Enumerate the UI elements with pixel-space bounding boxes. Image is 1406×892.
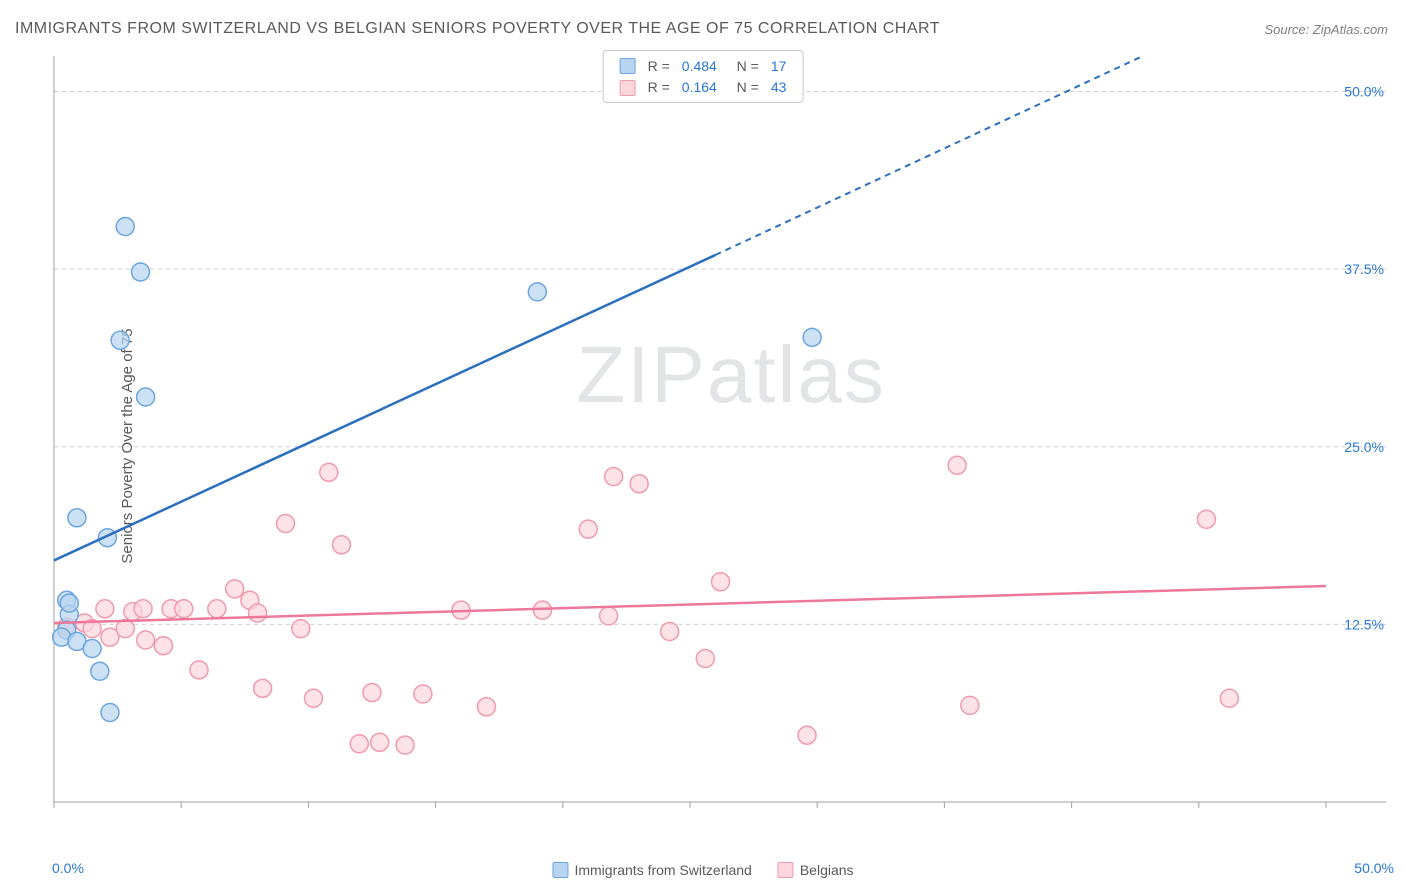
stats-legend: R = 0.484 N = 17 R = 0.164 N = 43 <box>603 50 804 103</box>
x-axis-min-label: 0.0% <box>52 860 84 876</box>
source-attribution: Source: ZipAtlas.com <box>1264 22 1388 37</box>
swatch-blue-icon <box>552 862 568 878</box>
legend-item-series1: Immigrants from Switzerland <box>552 862 751 878</box>
chart-title: IMMIGRANTS FROM SWITZERLAND VS BELGIAN S… <box>15 20 940 38</box>
stats-row-series2: R = 0.164 N = 43 <box>614 76 793 97</box>
svg-text:37.5%: 37.5% <box>1344 261 1384 277</box>
swatch-pink-icon <box>620 80 636 96</box>
series-legend: Immigrants from Switzerland Belgians <box>552 862 853 878</box>
x-axis-max-label: 50.0% <box>1354 860 1394 876</box>
legend-item-series2: Belgians <box>778 862 854 878</box>
swatch-pink-icon <box>778 862 794 878</box>
stats-row-series1: R = 0.484 N = 17 <box>614 55 793 76</box>
svg-text:50.0%: 50.0% <box>1344 84 1384 100</box>
svg-text:12.5%: 12.5% <box>1344 616 1384 632</box>
scatter-plot: 12.5% 25.0% 37.5% 50.0% <box>50 50 1396 842</box>
swatch-blue-icon <box>620 58 636 74</box>
svg-text:25.0%: 25.0% <box>1344 439 1384 455</box>
